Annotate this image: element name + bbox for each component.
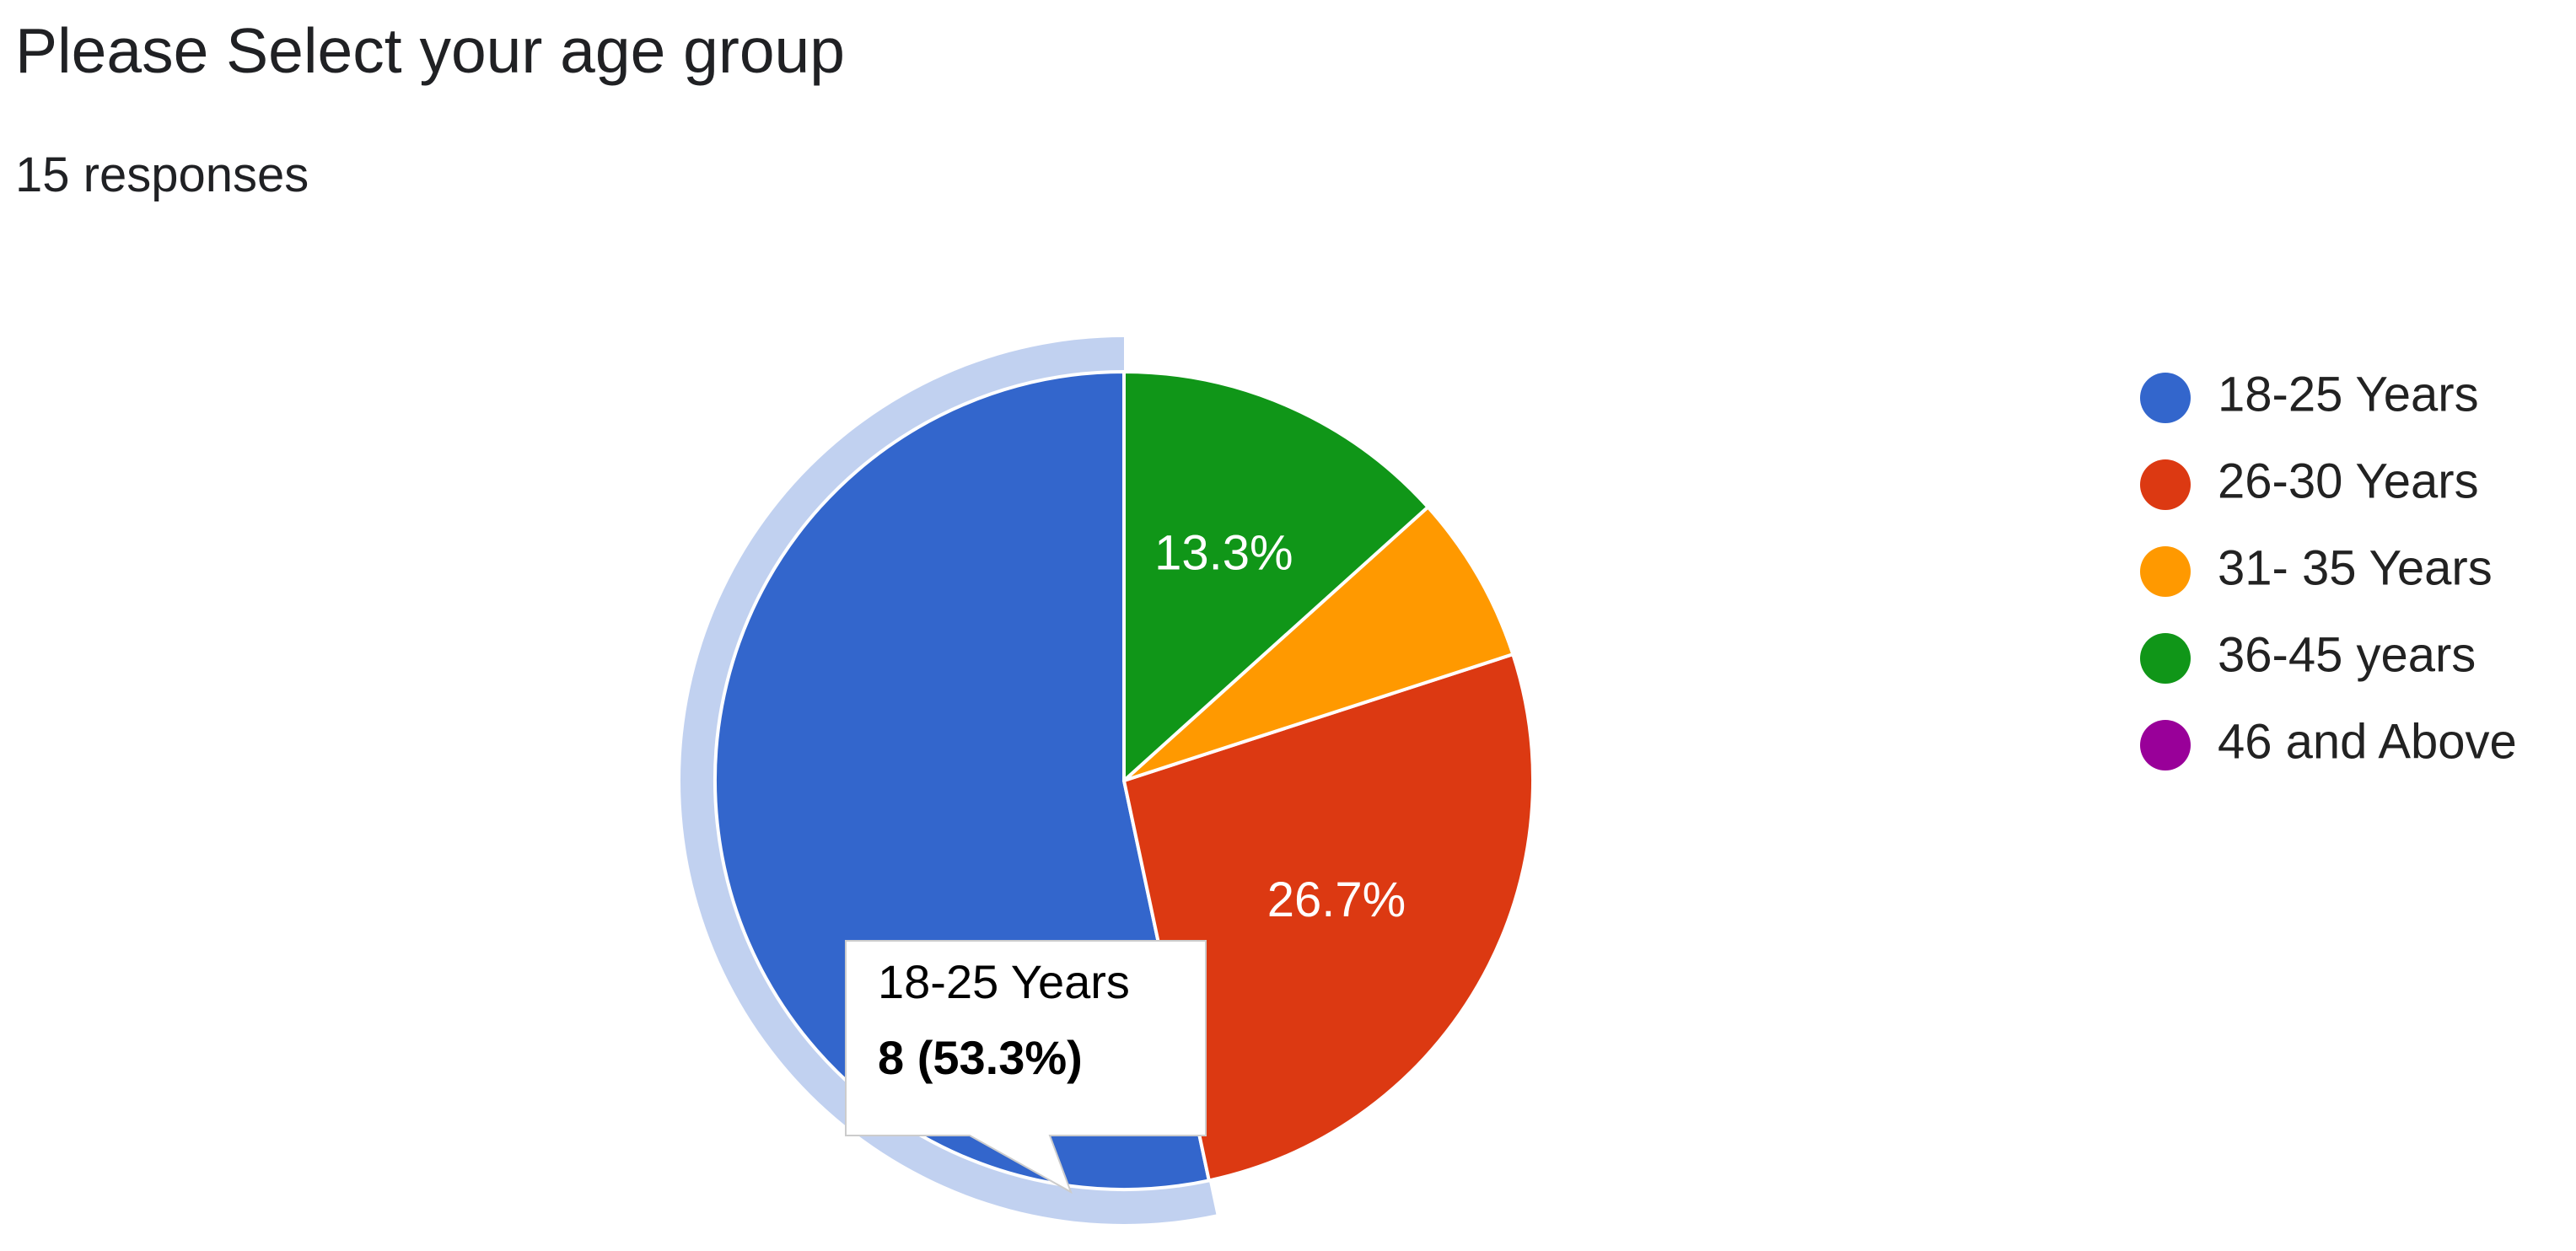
tooltip-box xyxy=(845,940,1207,1195)
legend-swatch-31-35-years xyxy=(2140,546,2191,597)
slice-26-30-years[interactable] xyxy=(1122,652,1535,1183)
slice-labels-layer: 26.7% 13.3% xyxy=(1154,525,1406,926)
legend-swatch-46-and-above xyxy=(2140,720,2191,770)
legend-item-18-25-years[interactable]: 18-25 Years xyxy=(2140,367,2479,423)
legend-label-26-30-years: 26-30 Years xyxy=(2218,454,2479,508)
tooltip-title: 18-25 Years xyxy=(878,955,1130,1008)
legend-label-18-25-years: 18-25 Years xyxy=(2218,367,2479,421)
slice-36-45-years[interactable] xyxy=(1122,370,1430,782)
legend-item-26-30-years[interactable]: 26-30 Years xyxy=(2140,454,2479,510)
slices-layer xyxy=(713,370,1535,1191)
slice-31-35-years[interactable] xyxy=(1122,505,1515,782)
legend-label-36-45-years: 36-45 years xyxy=(2218,627,2476,682)
legend-swatch-18-25-years xyxy=(2140,373,2191,423)
legend-item-36-45-years[interactable]: 36-45 years xyxy=(2140,627,2476,684)
legend-label-46-and-above: 46 and Above xyxy=(2218,714,2517,769)
slice-36-45-years-percent-label: 13.3% xyxy=(1154,525,1293,580)
legend-label-31-35-years: 31- 35 Years xyxy=(2218,540,2493,595)
legend-swatch-36-45-years xyxy=(2140,633,2191,684)
question-title: Please Select your age group xyxy=(15,15,845,86)
legend-swatch-26-30-years xyxy=(2140,459,2191,510)
legend-item-31-35-years[interactable]: 31- 35 Years xyxy=(2140,540,2493,597)
response-count: 15 responses xyxy=(15,148,309,202)
tooltip-value: 8 (53.3%) xyxy=(878,1031,1083,1084)
slice-26-30-years-percent-label: 26.7% xyxy=(1267,872,1406,927)
legend: 18-25 Years 26-30 Years 31- 35 Years 36-45 … xyxy=(2140,367,2517,770)
tooltip: 18-25 Years 8 (53.3%) xyxy=(845,940,1207,1195)
legend-item-46-and-above[interactable]: 46 and Above xyxy=(2140,714,2517,770)
